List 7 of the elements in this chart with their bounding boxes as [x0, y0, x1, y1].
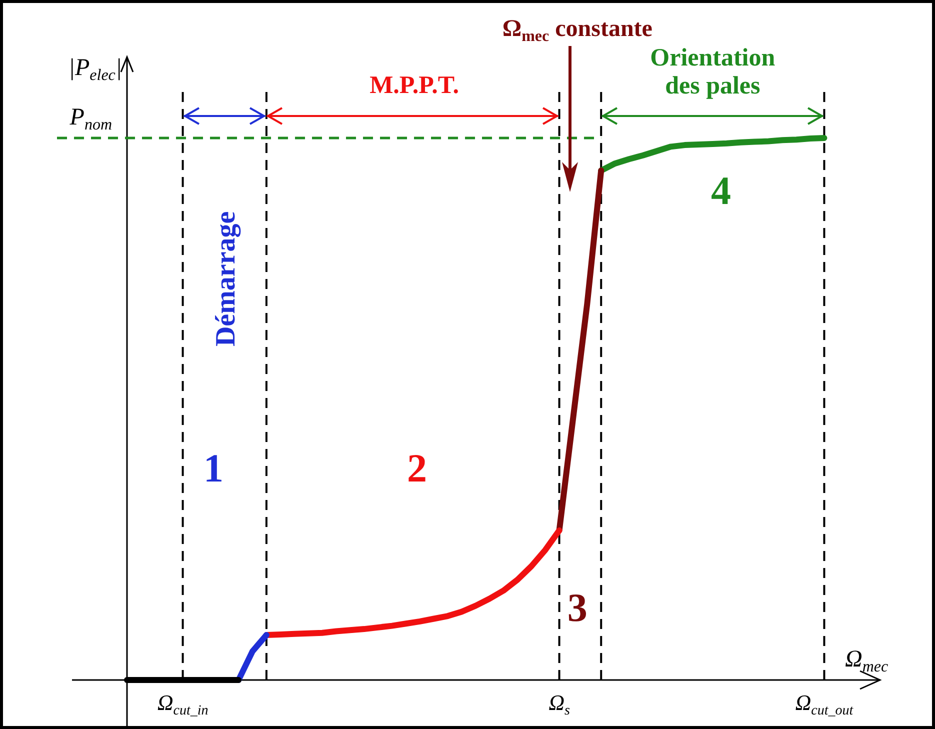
annotation: 3 [567, 584, 588, 630]
annotation: 1 [203, 446, 224, 491]
text: Orientation des pales [650, 44, 776, 100]
annotation: Démarrage [210, 211, 242, 347]
annotation: 2 [407, 446, 428, 491]
text: M.P.P.T. [370, 72, 459, 99]
annotation: 4 [711, 168, 732, 214]
